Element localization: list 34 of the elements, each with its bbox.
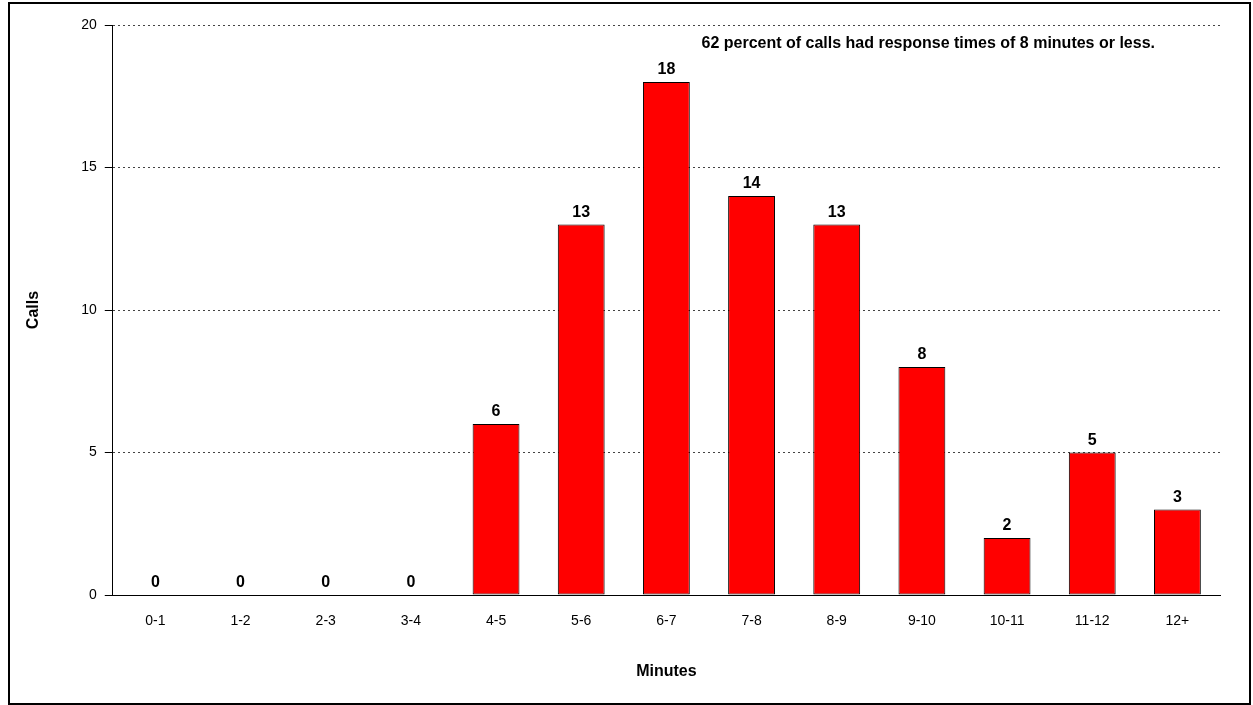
x-tick-label: 8-9 [826,612,848,629]
data-label: 0 [150,573,160,591]
y-tick-label: 20 [81,15,97,32]
x-tick-label: 9-10 [907,612,937,629]
data-label: 6 [491,402,501,420]
data-label: 5 [1087,430,1097,448]
x-axis-title: Minutes [636,661,697,679]
data-label: 0 [236,573,246,591]
data-label: 0 [406,573,416,591]
x-tick-label: 6-7 [656,612,677,629]
annotation: 62 percent of calls had response times of 8 minutes or less. [701,34,1155,52]
x-tick-label: 0-1 [145,612,166,629]
x-tick-label: 12+ [1165,612,1190,629]
data-label: 14 [742,174,761,192]
x-tick-label: 7-8 [741,612,762,629]
x-tick-label: 4-5 [485,612,507,629]
x-tick-label: 5-6 [571,612,592,629]
x-tick-label: 3-4 [400,612,422,629]
data-label: 13 [572,202,591,220]
y-tick-label: 15 [81,158,97,175]
y-tick-label: 10 [81,300,97,317]
x-tick-label: 2-3 [315,612,337,629]
data-label: 18 [657,60,676,78]
x-tick-label: 11-12 [1074,612,1110,629]
data-label: 13 [827,202,846,220]
data-label: 3 [1172,487,1182,505]
x-tick-label: 1-2 [230,612,251,629]
y-tick-label: 5 [88,443,97,460]
x-tick-label: 10-11 [989,612,1025,629]
data-label: 2 [1002,516,1012,534]
data-label: 0 [321,573,331,591]
y-axis-title: Calls [24,290,42,330]
data-label: 8 [917,345,927,363]
y-tick-label: 0 [88,585,97,602]
